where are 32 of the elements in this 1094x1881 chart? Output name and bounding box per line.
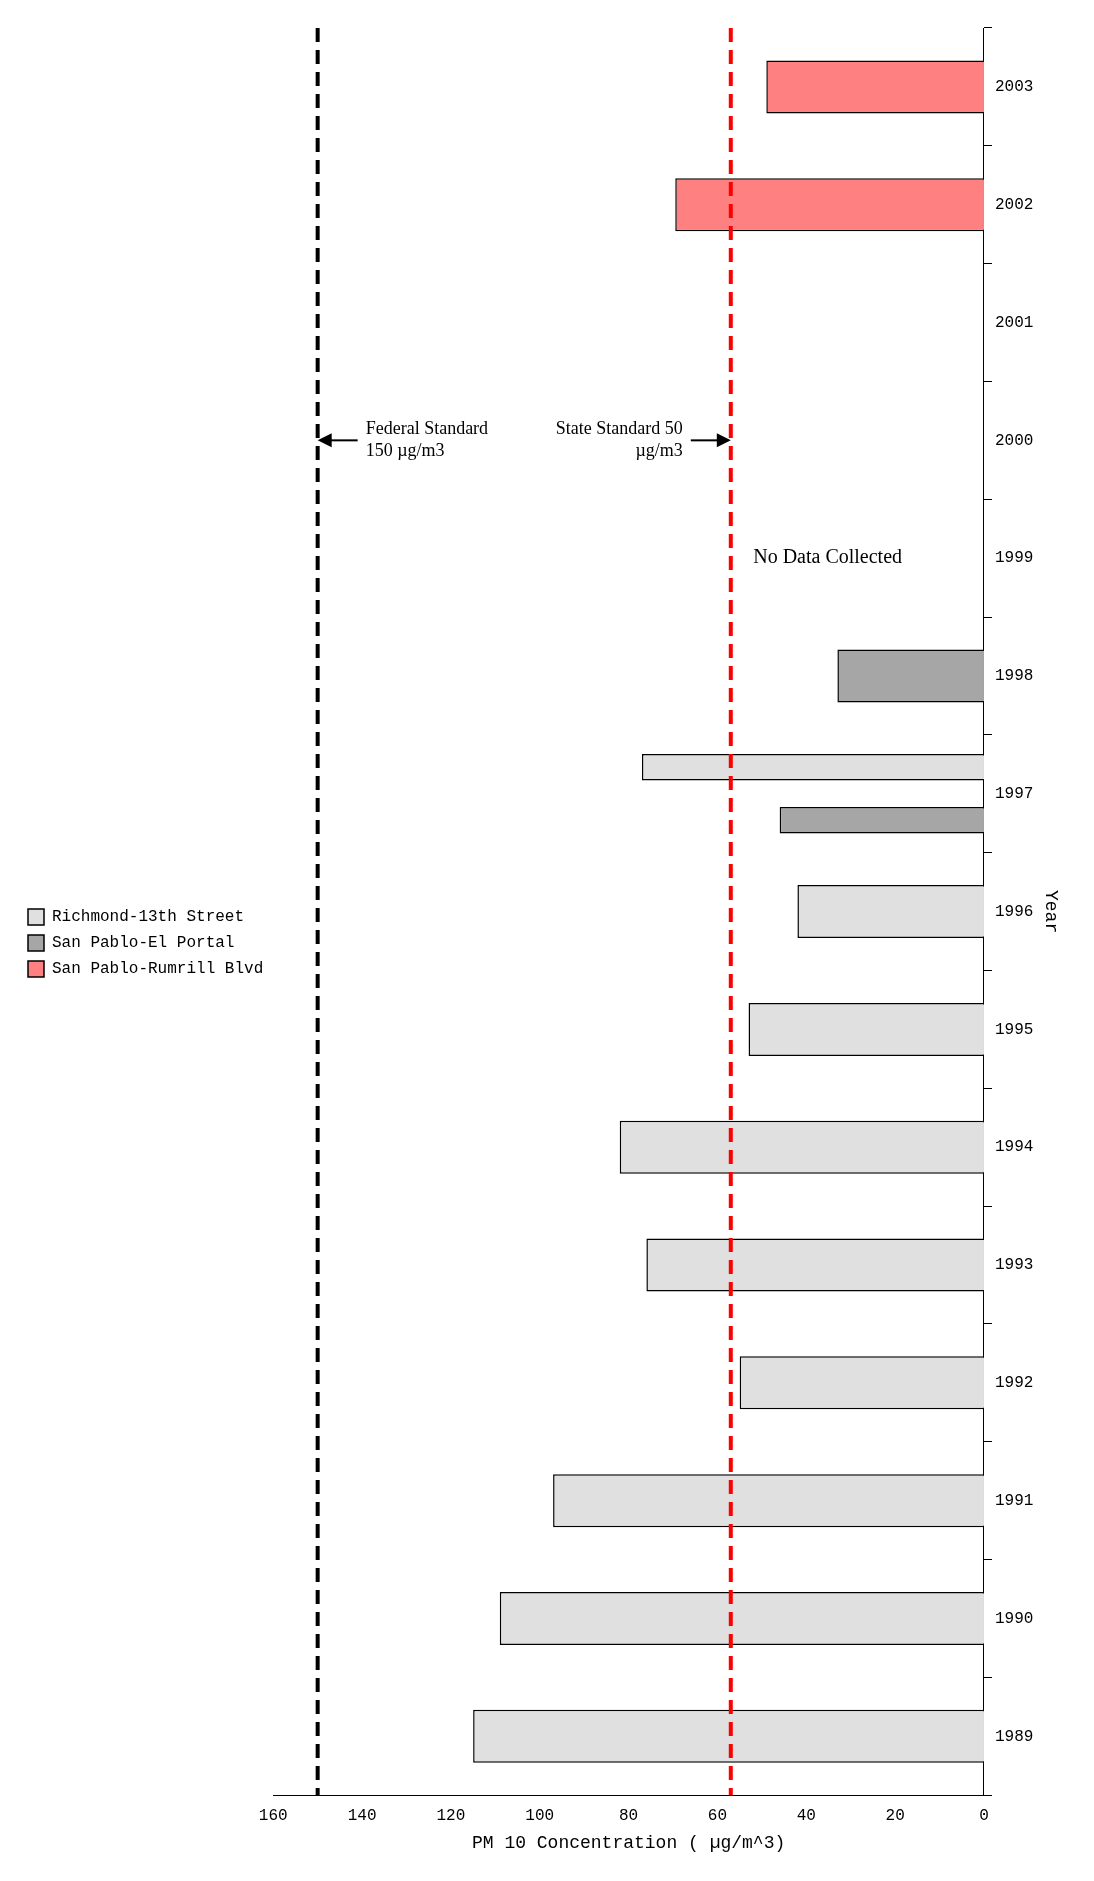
annotation: State Standard 50 µg/m3 bbox=[555, 418, 683, 461]
y-tick-label: 2003 bbox=[994, 78, 1034, 97]
y-tick-label: 1994 bbox=[994, 1138, 1034, 1157]
x-tick-label: 40 bbox=[796, 1807, 816, 1826]
x-axis-title: PM 10 Concentration ( µg/m^3) bbox=[471, 1832, 786, 1853]
annotation: No Data Collected bbox=[753, 545, 903, 568]
legend-label: San Pablo-El Portal bbox=[52, 934, 235, 953]
y-tick-label: 1996 bbox=[994, 902, 1034, 921]
x-tick-label: 20 bbox=[885, 1807, 905, 1826]
legend-label: San Pablo-Rumrill Blvd bbox=[52, 960, 264, 979]
x-tick-label: 80 bbox=[619, 1807, 639, 1826]
y-tick-label: 2001 bbox=[994, 313, 1034, 332]
y-tick-label: 1992 bbox=[994, 1374, 1034, 1393]
x-tick-label: 160 bbox=[258, 1807, 288, 1826]
y-tick-label: 1999 bbox=[994, 549, 1034, 568]
y-tick-label: 1989 bbox=[994, 1727, 1034, 1746]
legend-label: Richmond-13th Street bbox=[52, 908, 245, 927]
x-tick-label: 0 bbox=[979, 1807, 989, 1826]
y-axis-title: Year bbox=[1041, 889, 1062, 934]
x-tick-label: 60 bbox=[707, 1807, 728, 1826]
y-tick-label: 1993 bbox=[994, 1256, 1034, 1275]
annotation: Federal Standard 150 µg/m3 bbox=[365, 418, 489, 461]
y-tick-label: 1997 bbox=[994, 785, 1034, 804]
x-tick-label: 100 bbox=[525, 1807, 555, 1826]
y-tick-label: 1995 bbox=[994, 1020, 1034, 1039]
y-tick-label: 1998 bbox=[994, 667, 1034, 686]
y-tick-label: 2002 bbox=[994, 195, 1034, 214]
y-tick-label: 1991 bbox=[994, 1491, 1034, 1510]
y-tick-label: 1990 bbox=[994, 1609, 1034, 1628]
y-tick-label: 2000 bbox=[994, 431, 1034, 450]
x-tick-label: 140 bbox=[347, 1807, 377, 1826]
x-tick-label: 120 bbox=[436, 1807, 466, 1826]
